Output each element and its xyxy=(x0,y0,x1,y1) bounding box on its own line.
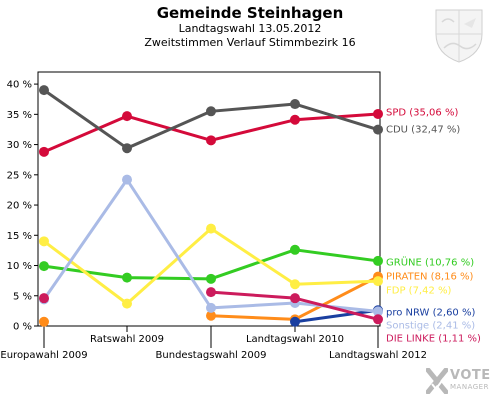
data-point xyxy=(290,279,300,290)
data-point xyxy=(122,298,132,309)
chart-title: Gemeinde Steinhagen xyxy=(156,4,344,22)
vote-manager-logo: VOTE MANAGER xyxy=(426,366,498,396)
data-point xyxy=(373,306,383,317)
chart-subtitle: Landtagswahl 13.05.2012 xyxy=(178,22,322,35)
logo-manager-text: MANAGER xyxy=(450,383,489,391)
data-point xyxy=(206,302,216,313)
data-point xyxy=(290,99,300,110)
data-point xyxy=(290,114,300,125)
data-point xyxy=(122,111,132,122)
x-tick-label: Europawahl 2009 xyxy=(0,350,87,361)
data-point xyxy=(373,314,383,325)
series-label: pro NRW (2,60 %) xyxy=(386,308,475,319)
data-point xyxy=(206,106,216,117)
data-point xyxy=(39,146,49,157)
series-label: GRÜNE (10,76 %) xyxy=(386,256,474,269)
series-label: DIE LINKE (1,11 %) xyxy=(386,334,481,345)
y-tick-label: 5 % xyxy=(13,291,32,302)
series-label: SPD (35,06 %) xyxy=(386,108,458,119)
series-label: FDP (7,42 %) xyxy=(386,286,452,297)
y-tick-label: 35 % xyxy=(7,110,32,121)
x-check-logo-icon xyxy=(426,368,448,394)
coat-of-arms-icon xyxy=(435,9,483,63)
data-point xyxy=(122,143,132,154)
y-tick-label: 15 % xyxy=(7,231,32,242)
x-tick-label: Landtagswahl 2012 xyxy=(329,350,427,361)
y-tick-label: 30 % xyxy=(7,140,32,151)
y-tick-label: 20 % xyxy=(7,201,32,212)
data-point xyxy=(206,273,216,284)
data-point xyxy=(373,255,383,266)
x-tick-label: Bundestagswahl 2009 xyxy=(156,350,267,361)
series-label: Sonstige (2,41 %) xyxy=(386,321,475,332)
chart-subtitle-2: Zweitstimmen Verlauf Stimmbezirk 16 xyxy=(144,36,356,49)
y-tick-label: 25 % xyxy=(7,170,32,181)
logo-vote-text: VOTE xyxy=(450,368,491,383)
series-line xyxy=(294,308,379,324)
data-point xyxy=(39,316,49,327)
data-point xyxy=(206,135,216,146)
x-tick-label: Landtagswahl 2010 xyxy=(246,334,344,345)
x-tick-label: Ratswahl 2009 xyxy=(90,334,164,345)
data-point xyxy=(206,223,216,234)
data-point xyxy=(290,293,300,304)
series-label: PIRATEN (8,16 %) xyxy=(386,272,474,283)
y-tick-label: 40 % xyxy=(7,80,32,91)
data-point xyxy=(39,261,49,272)
chart-header: Gemeinde Steinhagen Landtagswahl 13.05.2… xyxy=(0,4,500,50)
series-label: CDU (32,47 %) xyxy=(386,125,460,136)
data-point xyxy=(373,108,383,119)
data-point xyxy=(290,244,300,255)
data-point xyxy=(39,293,49,304)
data-point xyxy=(373,124,383,135)
data-point xyxy=(122,272,132,283)
y-tick-label: 10 % xyxy=(7,261,32,272)
data-point xyxy=(122,174,132,185)
data-point xyxy=(206,310,216,321)
y-tick-label: 0 % xyxy=(13,322,32,333)
data-point xyxy=(206,287,216,298)
data-point xyxy=(39,85,49,96)
data-point xyxy=(373,276,383,287)
data-point xyxy=(290,316,300,327)
data-point xyxy=(39,236,49,247)
